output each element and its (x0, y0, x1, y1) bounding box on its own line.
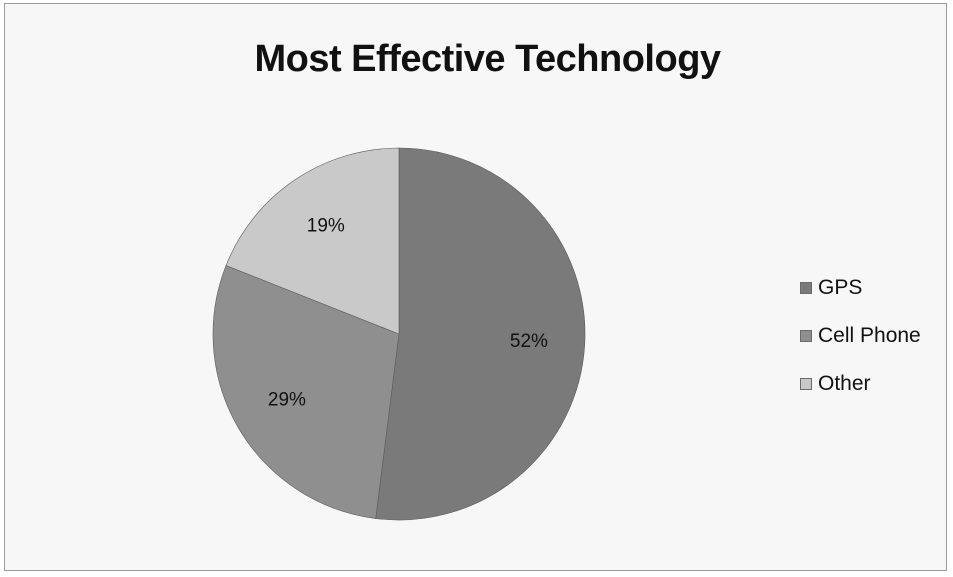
data-label-cell-phone: 29% (268, 389, 306, 410)
pie-slice-cell-phone (212, 265, 400, 519)
legend-label-gps: GPS (818, 276, 863, 299)
legend-label-other: Other (818, 372, 871, 395)
legend-swatch-other (800, 378, 812, 390)
data-label-gps: 52% (510, 331, 548, 352)
pie-slice-other (225, 147, 400, 335)
data-label-other: 19% (307, 215, 345, 236)
chart-title: Most Effective Technology (254, 38, 721, 80)
legend-item-cell-phone: Cell Phone (800, 324, 921, 348)
legend-swatch-cell-phone (800, 330, 812, 342)
legend-item-other: Other (800, 372, 921, 396)
legend-label-cell-phone: Cell Phone (818, 324, 921, 347)
legend: GPS Cell Phone Other (800, 276, 921, 420)
legend-item-gps: GPS (800, 276, 921, 300)
legend-swatch-gps (800, 282, 812, 294)
pie-slice-gps (375, 147, 586, 521)
